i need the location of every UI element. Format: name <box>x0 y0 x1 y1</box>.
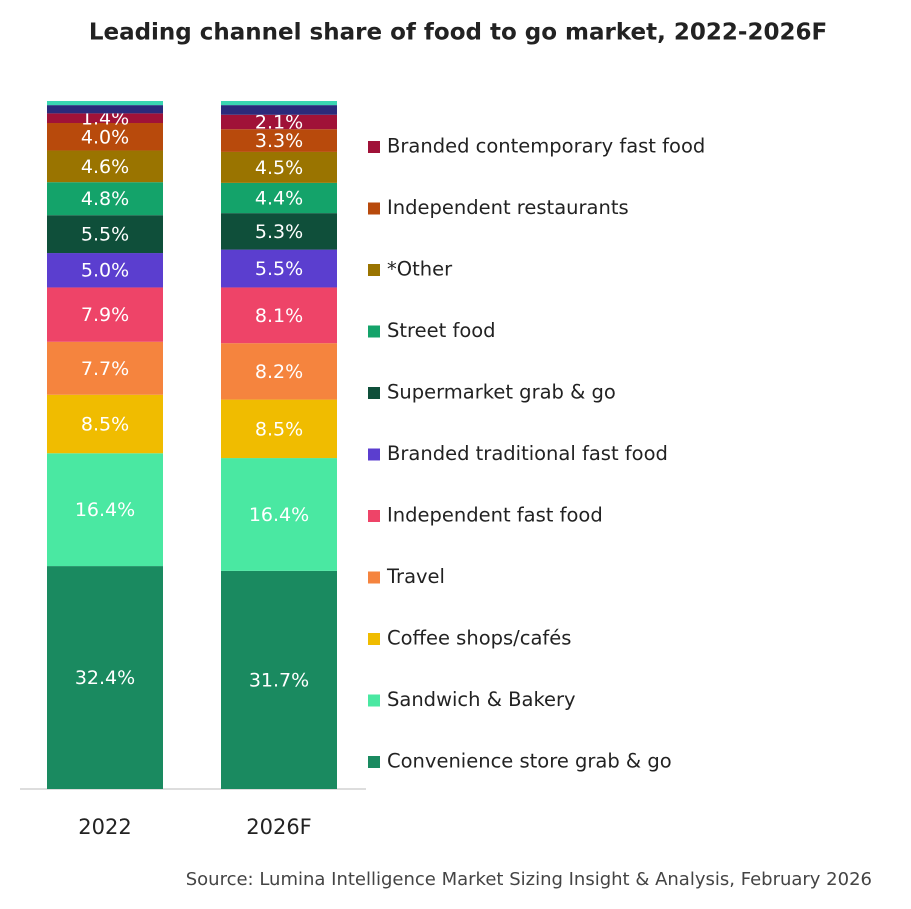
legend-swatch <box>368 448 380 461</box>
bar-segment <box>221 129 337 152</box>
bar-segment <box>221 287 337 344</box>
legend-label: Independent restaurants <box>387 196 629 219</box>
bar-segment <box>47 105 163 114</box>
x-tick-label: 2026F <box>246 815 312 839</box>
legend-swatch <box>368 510 380 522</box>
data-label: 5.3% <box>255 221 303 243</box>
bar-segment <box>221 151 337 183</box>
bar-segment <box>221 182 337 214</box>
bar-segment <box>47 182 163 216</box>
bar-segment <box>221 114 337 130</box>
bar-segment <box>221 570 337 789</box>
legend-label: *Other <box>387 258 453 281</box>
bar-segment <box>47 341 163 395</box>
data-label: 7.9% <box>81 304 129 326</box>
bar-segment <box>221 105 337 115</box>
x-tick-label: 2022 <box>78 815 131 839</box>
data-label: 3.3% <box>255 130 303 152</box>
bar-segment <box>47 287 163 342</box>
data-label: 5.5% <box>81 224 129 246</box>
legend-swatch <box>368 325 380 338</box>
legend-label: Sandwich & Bakery <box>387 688 576 711</box>
data-label: 4.6% <box>81 156 129 178</box>
bar-segment <box>221 101 337 106</box>
bar-segment <box>221 399 337 459</box>
legend-label: Independent fast food <box>387 504 603 527</box>
bar-segment <box>47 394 163 454</box>
bar-segment <box>221 249 337 288</box>
legend-label: Street food <box>387 319 496 342</box>
legend-swatch <box>368 202 380 215</box>
legend-swatch <box>368 264 380 276</box>
legend-swatch <box>368 387 380 399</box>
legend-label: Travel <box>386 565 445 588</box>
data-label: 31.7% <box>249 669 309 691</box>
data-label: 4.0% <box>81 126 129 148</box>
data-label: 4.5% <box>255 157 303 179</box>
legend-label: Convenience store grab & go <box>387 750 672 773</box>
data-label: 8.5% <box>255 418 303 440</box>
bar-segment <box>47 101 163 106</box>
data-label: 4.4% <box>255 188 303 210</box>
data-label: 8.1% <box>255 305 303 327</box>
bar-segment <box>47 215 163 254</box>
bar-segment <box>47 150 163 183</box>
bar-segment <box>221 343 337 400</box>
legend-label: Branded traditional fast food <box>387 442 668 465</box>
legend-swatch <box>368 694 380 707</box>
data-label: 4.8% <box>81 188 129 210</box>
data-label: 7.7% <box>81 358 129 380</box>
legend-label: Supermarket grab & go <box>387 381 616 404</box>
bar-segment <box>47 123 163 151</box>
data-label: 2.1% <box>255 111 303 133</box>
bar-segment <box>47 113 163 124</box>
data-label: 5.0% <box>81 260 129 282</box>
bar-segment <box>221 213 337 250</box>
legend-label: Branded contemporary fast food <box>387 135 705 158</box>
legend-swatch <box>368 141 380 153</box>
bar-segment <box>221 458 337 571</box>
data-label: 16.4% <box>249 504 309 526</box>
bar-segment <box>47 253 163 288</box>
bar-segment <box>47 566 163 789</box>
data-label: 8.5% <box>81 414 129 436</box>
data-label: 8.2% <box>255 361 303 383</box>
source-note: Source: Lumina Intelligence Market Sizin… <box>186 869 872 890</box>
legend-label: Coffee shops/cafés <box>387 627 571 650</box>
data-label: 5.5% <box>255 258 303 280</box>
data-label: 16.4% <box>75 499 135 521</box>
chart-title: Leading channel share of food to go mark… <box>89 20 827 46</box>
data-label: 32.4% <box>75 667 135 689</box>
legend-swatch <box>368 633 380 645</box>
legend-swatch <box>368 756 380 768</box>
bar-segment <box>47 453 163 567</box>
legend-swatch <box>368 571 380 584</box>
